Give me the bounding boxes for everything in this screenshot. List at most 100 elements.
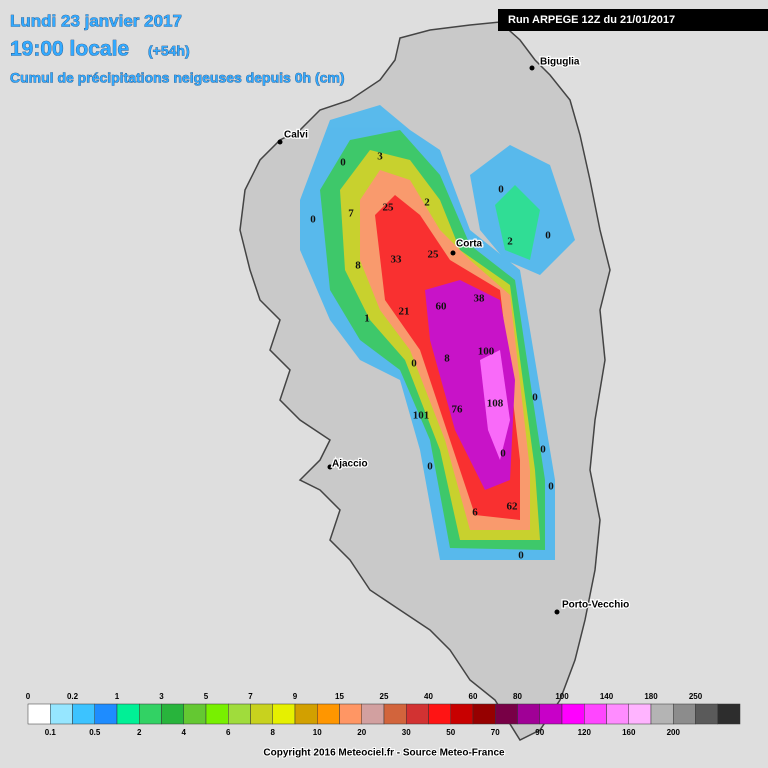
legend-cell bbox=[717, 703, 741, 725]
map-value: 8 bbox=[444, 353, 450, 365]
legend-label: 10 bbox=[313, 728, 322, 737]
run-label-box bbox=[498, 9, 768, 31]
map-value: 2 bbox=[507, 236, 513, 248]
legend-label: 70 bbox=[491, 728, 500, 737]
city-label: Biguglia bbox=[540, 57, 580, 68]
legend-cell bbox=[294, 703, 318, 725]
legend-label: 60 bbox=[469, 692, 478, 701]
legend-label: 25 bbox=[380, 692, 389, 701]
legend-label: 160 bbox=[622, 728, 636, 737]
map-value: 33 bbox=[391, 254, 403, 266]
legend-cell bbox=[628, 703, 652, 725]
legend-label: 5 bbox=[204, 692, 209, 701]
city-dot bbox=[554, 609, 560, 615]
legend-cell bbox=[72, 703, 95, 725]
legend-label: 80 bbox=[513, 692, 522, 701]
legend-cell bbox=[539, 703, 563, 725]
legend-cell bbox=[339, 703, 362, 725]
map-value: 1 bbox=[364, 313, 370, 325]
legend-cell bbox=[673, 703, 696, 725]
legend-cell bbox=[606, 703, 629, 725]
legend-cell bbox=[406, 703, 429, 725]
time: 19:00 locale bbox=[10, 38, 129, 61]
subtitle: Cumul de précipitations neigeuses depuis… bbox=[10, 70, 345, 86]
legend-cell bbox=[428, 703, 451, 725]
legend-label: 120 bbox=[578, 728, 592, 737]
legend-label: 180 bbox=[644, 692, 658, 701]
legend-label: 100 bbox=[555, 692, 569, 701]
map-value: 0 bbox=[545, 230, 551, 242]
map-value: 25 bbox=[383, 202, 395, 214]
run-label: Run ARPEGE 12Z du 21/01/2017 bbox=[508, 14, 675, 26]
legend-label: 90 bbox=[535, 728, 544, 737]
city-label: Corta bbox=[456, 239, 483, 250]
map-value: 0 bbox=[427, 461, 433, 473]
legend-cell bbox=[139, 703, 162, 725]
map-value: 60 bbox=[436, 301, 448, 313]
map-value: 38 bbox=[474, 293, 486, 305]
legend-label: 3 bbox=[159, 692, 164, 701]
legend-cell bbox=[450, 703, 474, 725]
legend-label: 30 bbox=[402, 728, 411, 737]
legend-cell bbox=[50, 703, 73, 725]
legend-cell bbox=[650, 703, 674, 725]
legend-cell bbox=[205, 703, 229, 725]
legend-label: 50 bbox=[446, 728, 455, 737]
city-dot bbox=[277, 139, 283, 145]
map-value: 108 bbox=[487, 398, 504, 410]
legend-cell bbox=[517, 703, 540, 725]
legend-label: 40 bbox=[424, 692, 433, 701]
map-value: 6 bbox=[472, 507, 478, 519]
map-value: 0 bbox=[548, 481, 554, 493]
city-dot bbox=[450, 250, 456, 256]
legend-cell bbox=[361, 703, 385, 725]
legend-cell bbox=[183, 703, 207, 725]
map-value: 101 bbox=[413, 410, 430, 422]
city-label: Ajaccio bbox=[332, 459, 368, 470]
legend-label: 6 bbox=[226, 728, 231, 737]
copyright: Copyright 2016 Meteociel.fr - Source Met… bbox=[263, 748, 505, 759]
legend-label: 20 bbox=[357, 728, 366, 737]
snow-field bbox=[300, 105, 575, 560]
map-value: 2 bbox=[424, 197, 430, 209]
map-value: 0 bbox=[500, 448, 506, 460]
map-value: 0 bbox=[411, 358, 417, 370]
city-label: Calvi bbox=[284, 130, 308, 141]
map-value: 0 bbox=[498, 184, 504, 196]
title: Lundi 23 janvier 2017 bbox=[10, 11, 182, 30]
legend-cell bbox=[495, 703, 518, 725]
legend-cell bbox=[27, 703, 51, 725]
legend-label: 7 bbox=[248, 692, 253, 701]
legend-cell bbox=[250, 703, 273, 725]
legend-label: 15 bbox=[335, 692, 344, 701]
map-value: 0 bbox=[540, 444, 546, 456]
city-dot bbox=[529, 65, 535, 71]
time-offset: (+54h) bbox=[148, 43, 190, 59]
city-dot bbox=[327, 464, 333, 470]
legend-label: 8 bbox=[271, 728, 276, 737]
legend-label: 140 bbox=[600, 692, 614, 701]
legend-cell bbox=[228, 703, 251, 725]
legend-label: 250 bbox=[689, 692, 703, 701]
map-value: 62 bbox=[507, 501, 519, 513]
legend-cell bbox=[584, 703, 607, 725]
legend-label: 2 bbox=[137, 728, 142, 737]
legend-label: 0.1 bbox=[45, 728, 57, 737]
map-value: 21 bbox=[399, 306, 410, 318]
legend-cell bbox=[116, 703, 140, 725]
legend-label: 0 bbox=[26, 692, 31, 701]
legend-cell bbox=[383, 703, 407, 725]
legend-cell bbox=[561, 703, 585, 725]
legend-cell bbox=[695, 703, 718, 725]
legend-label: 0.5 bbox=[89, 728, 101, 737]
map-value: 0 bbox=[532, 392, 538, 404]
legend-cell bbox=[472, 703, 496, 725]
legend-label: 4 bbox=[182, 728, 187, 737]
map-value: 76 bbox=[452, 404, 464, 416]
map-value: 7 bbox=[348, 208, 354, 220]
map-value: 3 bbox=[377, 151, 383, 163]
legend-cell bbox=[272, 703, 296, 725]
legend-cell bbox=[161, 703, 184, 725]
legend-cell bbox=[94, 703, 118, 725]
